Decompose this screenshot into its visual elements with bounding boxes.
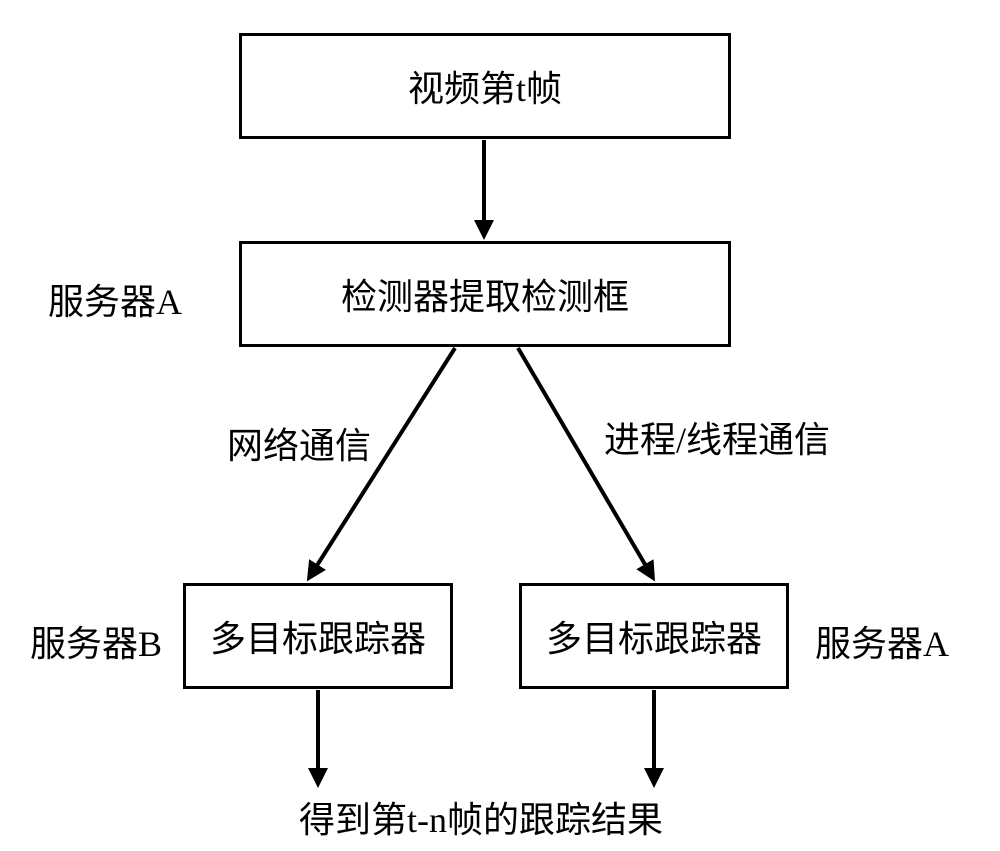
- node-label: 多目标跟踪器: [210, 610, 426, 662]
- node-tracker-b: 多目标跟踪器: [183, 583, 453, 689]
- node-label: 检测器提取检测框: [341, 268, 629, 320]
- node-detector: 检测器提取检测框: [239, 241, 731, 347]
- label-net-comm: 网络通信: [227, 417, 371, 469]
- node-tracker-a: 多目标跟踪器: [519, 583, 789, 689]
- label-result: 得到第t-n帧的跟踪结果: [299, 791, 663, 843]
- label-server-a-top: 服务器A: [48, 273, 182, 325]
- label-server-b: 服务器B: [30, 615, 162, 667]
- node-label: 视频第t帧: [408, 60, 562, 112]
- node-label: 多目标跟踪器: [546, 610, 762, 662]
- flowchart-canvas: 视频第t帧 检测器提取检测框 多目标跟踪器 多目标跟踪器 服务器A 服务器B 服…: [0, 0, 1000, 851]
- node-video-frame-t: 视频第t帧: [239, 33, 731, 139]
- edge-detector-to-tracker-a: [518, 348, 653, 578]
- label-proc-comm: 进程/线程通信: [604, 411, 830, 463]
- label-server-a-bottom: 服务器A: [815, 615, 949, 667]
